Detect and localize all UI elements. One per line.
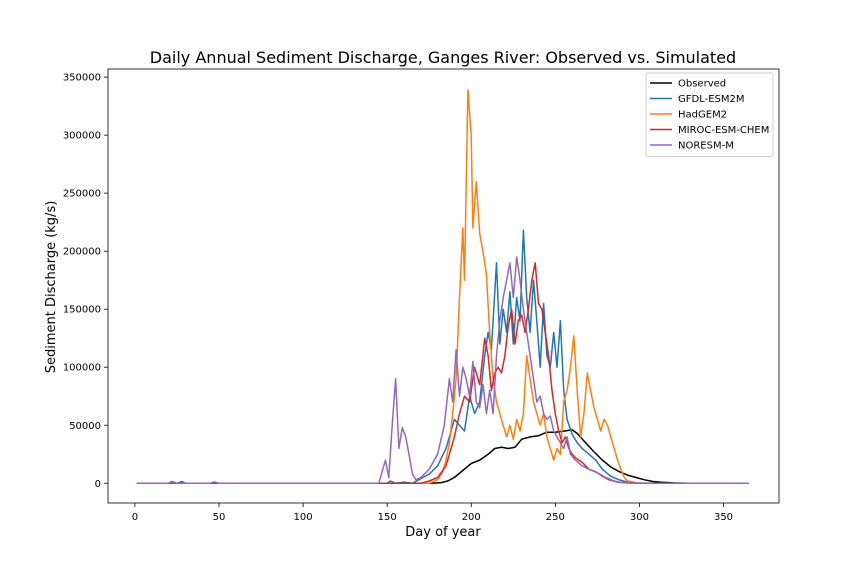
series-line-hadgem2 <box>136 89 749 485</box>
series-line-gfdl-esm2m <box>136 229 749 485</box>
y-tick-label: 350000 <box>63 73 101 84</box>
y-tick-label: 300000 <box>63 131 101 142</box>
y-tick-label: 50000 <box>69 421 101 432</box>
legend: Observed GFDL-ESM2M HadGEM2 MIROC-ESM-CHEM N… <box>645 72 774 157</box>
x-axis-title: Day of year <box>405 525 481 540</box>
x-tick-label: 100 <box>294 512 313 523</box>
y-axis-title: Sediment Discharge (kg/s) <box>44 201 59 374</box>
axes: 0 50 100 150 200 250 300 350 0 50000 100000 150000 2… <box>63 73 733 523</box>
x-tick-label: 200 <box>462 512 481 523</box>
series-line-miroc-esm-chem <box>136 262 749 485</box>
chart-title: Daily Annual Sediment Discharge, Ganges … <box>150 48 736 67</box>
legend-box <box>645 72 774 157</box>
legend-label: GFDL-ESM2M <box>678 94 745 105</box>
y-tick-label: 0 <box>95 479 101 490</box>
x-tick-label: 150 <box>378 512 397 523</box>
legend-label: Observed <box>678 79 726 90</box>
y-tick-label: 250000 <box>63 189 101 200</box>
x-tick-label: 350 <box>714 512 733 523</box>
legend-label: MIROC-ESM-CHEM <box>678 125 769 136</box>
y-tick-label: 100000 <box>63 363 101 374</box>
y-tick-label: 200000 <box>63 247 101 258</box>
legend-label: NORESM-M <box>678 141 734 152</box>
y-tick-label: 150000 <box>63 305 101 316</box>
series-line-observed <box>136 429 749 485</box>
series-line-noresm-m <box>136 256 749 485</box>
x-tick-label: 250 <box>546 512 565 523</box>
legend-label: HadGEM2 <box>678 110 727 121</box>
x-tick-label: 0 <box>132 512 138 523</box>
series-layer <box>136 89 749 485</box>
x-tick-label: 50 <box>213 512 226 523</box>
x-tick-label: 300 <box>630 512 649 523</box>
